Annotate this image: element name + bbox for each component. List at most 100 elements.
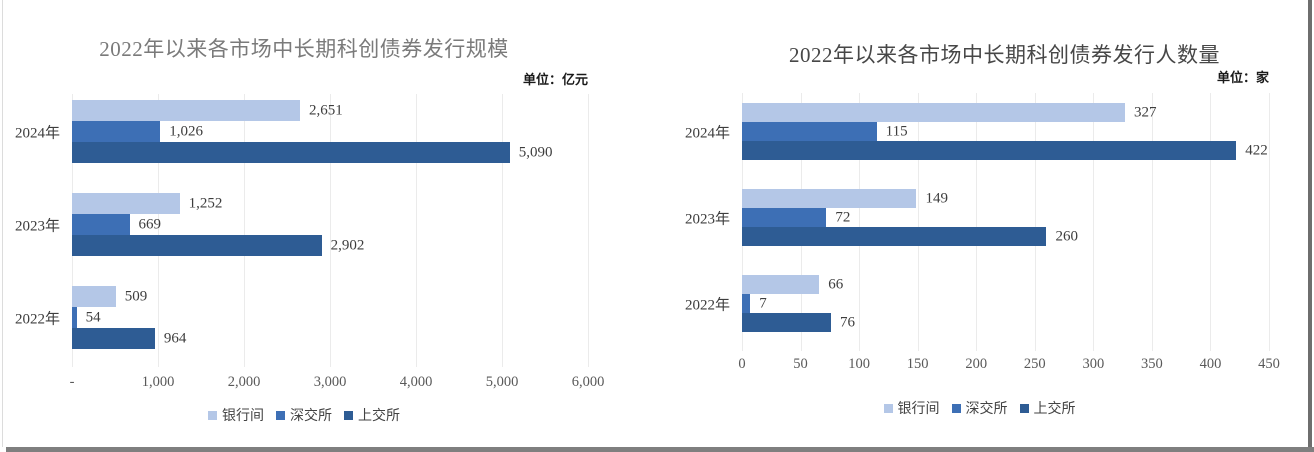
category-label: 2022年 [684, 297, 730, 313]
legend-label: 上交所 [358, 407, 400, 423]
x-axis: - 1,000 2,000 3,000 4,000 5,000 6,000 [69, 373, 605, 391]
legend-swatch [344, 410, 353, 420]
legend: 银行间 深交所 上交所 [690, 398, 1269, 418]
x-tick-label: 1,000 [141, 374, 175, 390]
gridline [158, 94, 159, 367]
bar-series-0: 149 [742, 189, 948, 208]
legend-item-series-1: 深交所 [276, 405, 332, 425]
x-tick-label: 3,000 [313, 374, 347, 390]
gridline [588, 94, 589, 367]
bar-group: 2024年 2,651 1,026 5,090 [15, 100, 588, 163]
bar-series-2: 5,090 [72, 142, 552, 163]
gridline [1151, 93, 1153, 351]
bar-series-1: 54 [72, 307, 101, 328]
x-tick-label: 0 [738, 356, 746, 372]
bar-series-0: 66 [742, 275, 843, 294]
x-tick-label: 4,000 [399, 374, 433, 390]
bar-series-2: 2,902 [72, 235, 364, 256]
window-right-edge-line [1308, 0, 1312, 452]
legend-swatch [208, 410, 217, 420]
x-tick-label: - [69, 374, 75, 390]
x-tick-label: 450 [1258, 356, 1280, 372]
bar-series-2: 964 [72, 328, 186, 349]
bar-series-0: 327 [742, 103, 1156, 122]
x-tick-label: 350 [1141, 356, 1163, 372]
x-tick-label: 6,000 [571, 374, 605, 390]
bar-series-0: 1,252 [72, 193, 222, 214]
chart-title: 2022年以来各市场中长期科创债券发行人数量 [789, 43, 1220, 67]
bar-series-1: 72 [742, 208, 850, 227]
value-label: 2,902 [330, 237, 365, 253]
x-tick-label: 250 [1023, 356, 1046, 372]
value-label: 509 [124, 288, 148, 304]
category-label: 2024年 [14, 125, 60, 141]
value-label: 7 [759, 295, 767, 311]
gridline [1269, 93, 1270, 351]
value-label: 422 [1245, 142, 1268, 158]
bar-group: 2024年 327 115 422 [685, 103, 1269, 160]
category-label: 2023年 [684, 211, 730, 227]
gridline [1093, 93, 1095, 351]
gridline [502, 94, 503, 367]
plot-area: 2024年 327 115 422 2023年 149 72 260 2022年 66 7 76 [685, 93, 1310, 351]
gridline [244, 94, 245, 367]
x-tick-label: 200 [965, 356, 988, 372]
value-label: 327 [1133, 104, 1157, 120]
legend-swatch [951, 403, 961, 413]
value-label: 76 [840, 314, 855, 330]
window-left-edge-line [2, 0, 3, 447]
bar-group: 2023年 149 72 260 [685, 189, 1269, 246]
legend-swatch [276, 410, 285, 420]
bar-series-1: 1,026 [72, 121, 203, 142]
bar-group: 2023年 1,252 669 2,902 [15, 193, 588, 256]
gridline [330, 94, 331, 367]
x-tick-label: 2,000 [227, 374, 261, 390]
x-axis: 0 50 100 150 200 250 300 350 400 450 [738, 355, 1280, 373]
category-label: 2022年 [14, 311, 60, 327]
value-label: 669 [138, 216, 162, 232]
bar-series-1: 669 [72, 214, 161, 235]
bar-series-1: 115 [742, 122, 908, 141]
bar-group: 2022年 509 54 964 [15, 286, 588, 349]
legend-label: 银行间 [897, 400, 940, 416]
value-label: 149 [925, 190, 948, 206]
value-label: 2,651 [308, 102, 343, 118]
legend-swatch [1019, 403, 1029, 413]
gridline [859, 93, 861, 351]
x-tick-label: 5,000 [485, 374, 519, 390]
bar-series-0: 509 [72, 286, 147, 307]
bar-track: 2024年 2,651 1,026 5,090 2023年 1,252 669 2,902 20… [15, 94, 589, 367]
value-label: 66 [828, 276, 844, 292]
value-label: 964 [163, 330, 187, 346]
x-tick-label: 400 [1199, 356, 1222, 372]
bar-series-0: 2,651 [72, 100, 343, 121]
x-tick-label: 150 [906, 356, 929, 372]
chart-bond-issuance-scale: 2022年以来各市场中长期科创债券发行规模 单位：亿元 2024年 2,651 1,… [15, 0, 660, 425]
category-label: 2023年 [14, 218, 60, 234]
chart-title: 2022年以来各市场中长期科创债券发行规模 [99, 37, 509, 61]
gridline [917, 93, 919, 351]
gridline [1034, 93, 1036, 351]
legend-swatch [883, 403, 893, 413]
x-tick-label: 50 [793, 356, 808, 372]
value-label: 1,252 [188, 195, 223, 211]
value-label: 115 [885, 123, 908, 139]
bar-series-1: 7 [742, 294, 767, 313]
legend: 银行间 深交所 上交所 [20, 405, 588, 425]
x-tick-label: 100 [848, 356, 870, 372]
legend-item-series-0: 银行间 [208, 405, 264, 425]
bar-series-2: 76 [742, 313, 855, 332]
legend-item-series-2: 上交所 [1019, 398, 1076, 418]
value-label: 72 [835, 209, 851, 225]
plot-area: 2024年 2,651 1,026 5,090 2023年 1,252 669 2,902 20… [15, 94, 660, 367]
bar-series-2: 260 [742, 227, 1078, 246]
value-label: 1,026 [169, 123, 203, 139]
legend-item-series-0: 银行间 [883, 398, 940, 418]
legend-label: 深交所 [290, 407, 332, 423]
gridline [976, 93, 978, 351]
bar-groups: 2024年 327 115 422 2023年 149 72 260 2022年 66 7 76 [685, 93, 1269, 332]
legend-item-series-1: 深交所 [951, 398, 1008, 418]
bar-track: 2024年 327 115 422 2023年 149 72 260 2022年 66 7 76 [685, 93, 1270, 351]
value-label: 54 [85, 309, 101, 325]
